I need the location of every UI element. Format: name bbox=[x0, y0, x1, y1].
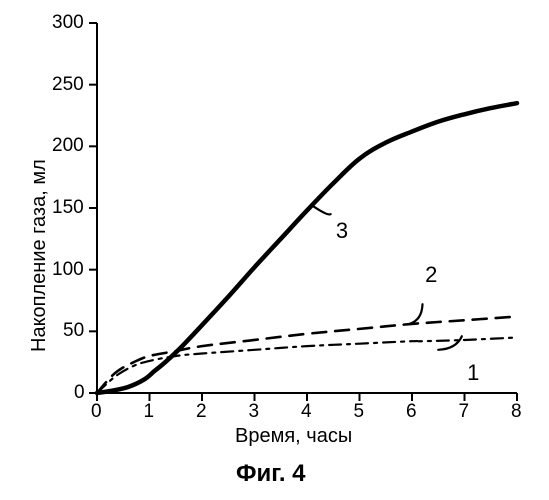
y-tick-label: 50 bbox=[63, 320, 84, 342]
series-3 bbox=[97, 103, 517, 393]
y-tick-label: 300 bbox=[52, 12, 84, 34]
x-axis-label: Время, часы bbox=[235, 425, 352, 448]
series-label-3: 3 bbox=[336, 218, 348, 244]
x-tick-label: 6 bbox=[406, 401, 417, 423]
series-2 bbox=[97, 317, 517, 393]
series-label-2: 2 bbox=[425, 262, 437, 288]
y-tick-label: 250 bbox=[52, 74, 84, 96]
y-axis-label: Накопление газа, мл bbox=[28, 159, 51, 352]
leader-2 bbox=[409, 304, 422, 324]
y-tick-label: 200 bbox=[52, 135, 84, 157]
leader-1 bbox=[438, 336, 462, 350]
figure-caption: Фиг. 4 bbox=[236, 460, 306, 488]
x-tick-label: 8 bbox=[511, 401, 522, 423]
y-tick-label: 150 bbox=[52, 197, 84, 219]
leader-3 bbox=[312, 206, 330, 215]
x-tick-label: 7 bbox=[459, 401, 470, 423]
series-label-1: 1 bbox=[467, 360, 479, 386]
x-tick-label: 3 bbox=[249, 401, 260, 423]
x-tick-label: 2 bbox=[196, 401, 207, 423]
x-tick-label: 4 bbox=[301, 401, 312, 423]
y-tick-label: 0 bbox=[74, 382, 85, 404]
x-tick-label: 5 bbox=[354, 401, 365, 423]
y-tick-label: 100 bbox=[52, 259, 84, 281]
figure-container: Накопление газа, мл Время, часы Фиг. 4 0… bbox=[0, 0, 549, 500]
x-tick-label: 0 bbox=[91, 401, 102, 423]
x-tick-label: 1 bbox=[144, 401, 155, 423]
